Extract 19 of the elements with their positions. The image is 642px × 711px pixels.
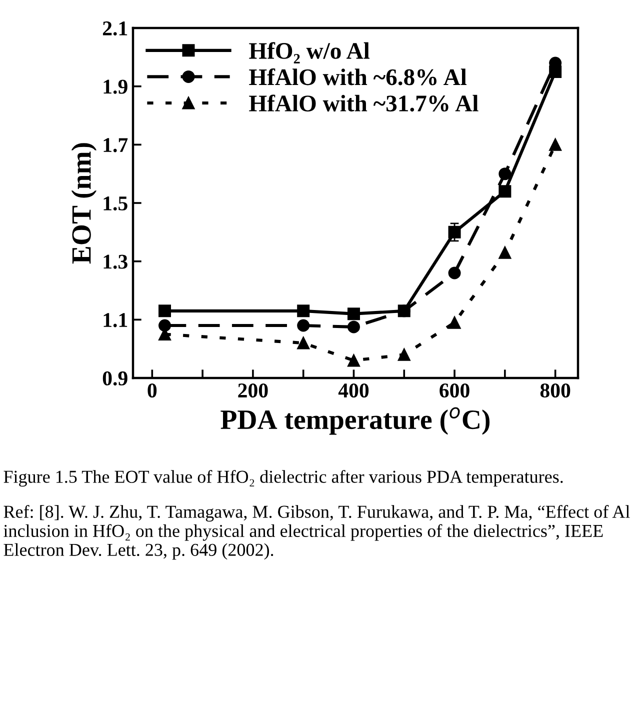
x-axis-title: PDA temperature ($^{o}$C) [220,407,490,435]
x-tick-label: 600 [440,383,470,398]
y-tick-label: 1.7 [104,138,128,152]
text: Ref: [8]. W. J. Zhu, T. Tamagawa, M. Gibson, T. Furukawa, and T. P. Ma, “Effect of Al inclusion in HfO₂ on the physical and electrical properties of the dielectrics”, IEEE Electron Dev. Lett. 23, p. 649 (2002). [4,505,630,560]
y-tick-label: 1.3 [104,254,128,269]
caption: Figure 1.5 The EOT value of HfO₂ dielectric after various PDA temperatures. [4,470,563,487]
legend-label: HfAlO with ~6.8% Al [249,68,467,86]
y-tick-label: 1.1 [104,313,128,328]
y-tick-label: 1.9 [104,80,128,94]
y-tick-label: 2.1 [102,21,128,36]
y-tick-label: 1.5 [104,196,128,211]
legend-label: HfO₂ w/o Al [249,42,370,64]
x-tick-label: 800 [540,383,570,398]
legend-label: HfAlO with ~31.7% Al [249,94,478,112]
y-axis-title: EOT (nm) [71,143,97,264]
x-tick-label: 0 [148,383,157,398]
y-tick-label: 0.9 [102,371,128,386]
x-tick-label: 400 [338,383,369,398]
x-tick-label: 200 [238,383,268,398]
